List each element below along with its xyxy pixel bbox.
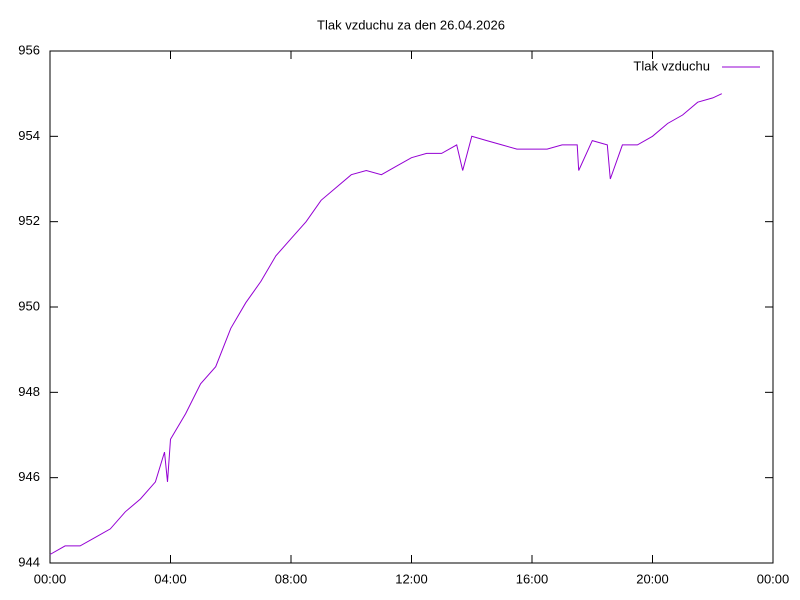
- x-tick-label: 12:00: [395, 571, 428, 586]
- x-tick-label: 00:00: [757, 571, 790, 586]
- x-tick-label: 00:00: [34, 571, 67, 586]
- y-tick-label: 950: [18, 298, 40, 313]
- data-line: [49, 93, 723, 555]
- chart-title: Tlak vzduchu za den 26.04.2026: [317, 17, 505, 32]
- plot-frame: [49, 50, 774, 564]
- x-tick-label: 16:00: [516, 571, 549, 586]
- y-tick-label: 952: [18, 213, 40, 228]
- x-tick-label: 04:00: [154, 571, 187, 586]
- legend-label: Tlak vzduchu: [633, 58, 710, 73]
- y-tick-label: 944: [18, 554, 40, 569]
- y-tick-label: 954: [18, 128, 40, 143]
- x-tick-label: 20:00: [636, 571, 669, 586]
- y-tick-label: 956: [18, 42, 40, 57]
- x-tick-label: 08:00: [275, 571, 308, 586]
- y-tick-label: 946: [18, 469, 40, 484]
- y-tick-label: 948: [18, 384, 40, 399]
